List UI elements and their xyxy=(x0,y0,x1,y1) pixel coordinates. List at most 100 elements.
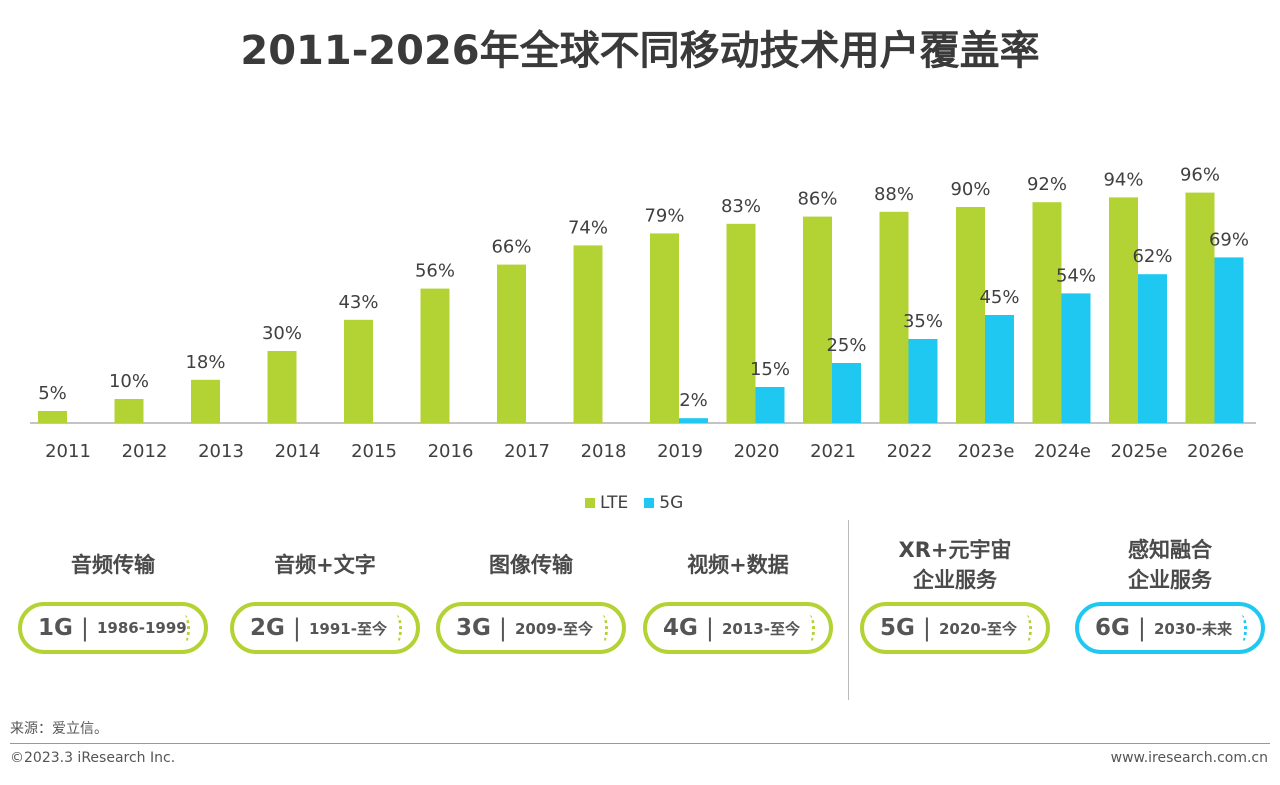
bar-5g xyxy=(755,387,785,423)
bar-lte xyxy=(650,233,679,423)
x-tick-label: 2017 xyxy=(504,441,550,462)
legend-item-lte: LTE xyxy=(585,493,628,513)
bar-lte xyxy=(573,245,603,423)
bar-lte xyxy=(726,223,756,423)
signal-dots-icon xyxy=(1021,615,1032,643)
data-label: 18% xyxy=(185,352,225,373)
x-tick-label: 2014 xyxy=(275,441,321,462)
data-label: 2% xyxy=(679,390,708,411)
data-label: 15% xyxy=(750,359,790,380)
data-label: 10% xyxy=(109,371,149,392)
generation-4g: 视频+数据 xyxy=(640,550,836,580)
generation-2g: 音频+文字 xyxy=(227,550,423,580)
source-note: 来源：爱立信。 xyxy=(10,721,108,737)
footer-divider xyxy=(10,743,1270,744)
generation-caption: 音频传输 xyxy=(71,553,155,577)
bar-lte xyxy=(114,399,144,423)
x-tick-label: 2020 xyxy=(734,441,780,462)
signal-dots-icon xyxy=(597,615,608,643)
generation-years: 2030-未来 xyxy=(1153,619,1232,638)
x-tick-label: 2018 xyxy=(581,441,627,462)
generation-label: 2G xyxy=(250,615,285,641)
generation-5g: XR+元宇宙 企业服务 xyxy=(857,535,1053,595)
x-tick-label: 2012 xyxy=(122,441,168,462)
data-label: 83% xyxy=(721,196,761,217)
generation-pill: 4G | 2013-至今 xyxy=(643,602,833,654)
data-label: 66% xyxy=(491,237,531,258)
separator: | xyxy=(705,614,714,642)
bar-lte xyxy=(956,207,985,423)
generation-label: 4G xyxy=(663,615,698,641)
signal-dots-icon xyxy=(804,615,815,643)
bar-lte xyxy=(344,319,373,423)
x-tick-label: 2016 xyxy=(428,441,474,462)
generation-caption: 图像传输 xyxy=(489,553,573,577)
x-tick-label: 2015 xyxy=(351,441,397,462)
data-label: 25% xyxy=(826,335,866,356)
generation-caption: 视频+数据 xyxy=(687,553,789,577)
data-label: 69% xyxy=(1209,229,1249,250)
generation-pill: 2G | 1991-至今 xyxy=(230,602,420,654)
data-label: 56% xyxy=(415,261,455,282)
separator: | xyxy=(498,614,507,642)
separator: | xyxy=(1137,614,1146,642)
x-tick-label: 2013 xyxy=(198,441,244,462)
data-label: 96% xyxy=(1180,165,1220,186)
data-label: 5% xyxy=(38,383,67,404)
data-label: 90% xyxy=(950,179,990,200)
generation-caption: 感知融合 xyxy=(1128,538,1212,562)
generation-years: 1991-至今 xyxy=(308,619,387,638)
generation-caption: 音频+文字 xyxy=(274,553,376,577)
legend: LTE 5G xyxy=(585,493,683,513)
x-tick-label: 2026e xyxy=(1187,441,1244,462)
generation-caption: 企业服务 xyxy=(913,568,997,592)
bar-lte xyxy=(879,211,909,423)
bar-lte xyxy=(420,288,450,423)
generation-6g: 感知融合 企业服务 xyxy=(1072,535,1268,595)
x-tick-label: 2011 xyxy=(45,441,91,462)
copyright: ©2023.3 iResearch Inc. xyxy=(10,750,176,766)
bar-lte xyxy=(803,216,832,423)
x-tick-label: 2025e xyxy=(1111,441,1168,462)
x-tick-label: 2024e xyxy=(1034,441,1091,462)
generation-caption: 企业服务 xyxy=(1128,568,1212,592)
data-label: 62% xyxy=(1132,246,1172,267)
bar-lte xyxy=(1109,197,1138,423)
data-label: 45% xyxy=(979,287,1019,308)
data-label: 35% xyxy=(903,311,943,332)
bar-5g xyxy=(908,339,938,423)
data-label: 30% xyxy=(262,323,302,344)
generation-pill: 5G | 2020-至今 xyxy=(860,602,1050,654)
generation-caption: XR+元宇宙 xyxy=(898,538,1012,562)
signal-dots-icon xyxy=(391,615,402,643)
legend-label: LTE xyxy=(600,493,629,513)
data-label: 88% xyxy=(874,184,914,205)
divider xyxy=(848,520,849,700)
bar-chart: 2011 5% 2012 10% 2013 18% 2014 30% 2015 43% 2016 56… xyxy=(30,165,1256,462)
bar-5g xyxy=(1214,257,1244,423)
data-label: 79% xyxy=(644,205,684,226)
generation-years: 1986-1999 xyxy=(96,619,187,637)
x-tick-label: 2022 xyxy=(887,441,933,462)
data-label: 43% xyxy=(338,292,378,313)
website: www.iresearch.com.cn xyxy=(1110,750,1268,766)
generation-pill: 6G | 2030-未来 xyxy=(1075,602,1265,654)
data-label: 54% xyxy=(1056,265,1096,286)
bar-5g xyxy=(679,418,708,423)
x-tick-label: 2019 xyxy=(657,441,703,462)
legend-label: 5G xyxy=(659,493,684,513)
chart-title: 2011-2026年全球不同移动技术用户覆盖率 xyxy=(240,28,1040,74)
generation-years: 2013-至今 xyxy=(721,619,800,638)
generation-label: 6G xyxy=(1095,615,1130,641)
data-label: 86% xyxy=(797,189,837,210)
generation-1g: 音频传输 xyxy=(15,550,211,580)
bar-lte xyxy=(191,379,220,423)
generation-years: 2020-至今 xyxy=(938,619,1017,638)
data-label: 92% xyxy=(1027,174,1067,195)
x-tick-label: 2023e xyxy=(958,441,1015,462)
generation-years: 2009-至今 xyxy=(514,619,593,638)
generation-label: 1G xyxy=(38,615,73,641)
generation-label: 5G xyxy=(880,615,915,641)
bar-5g xyxy=(1138,274,1167,423)
data-label: 94% xyxy=(1103,169,1143,190)
